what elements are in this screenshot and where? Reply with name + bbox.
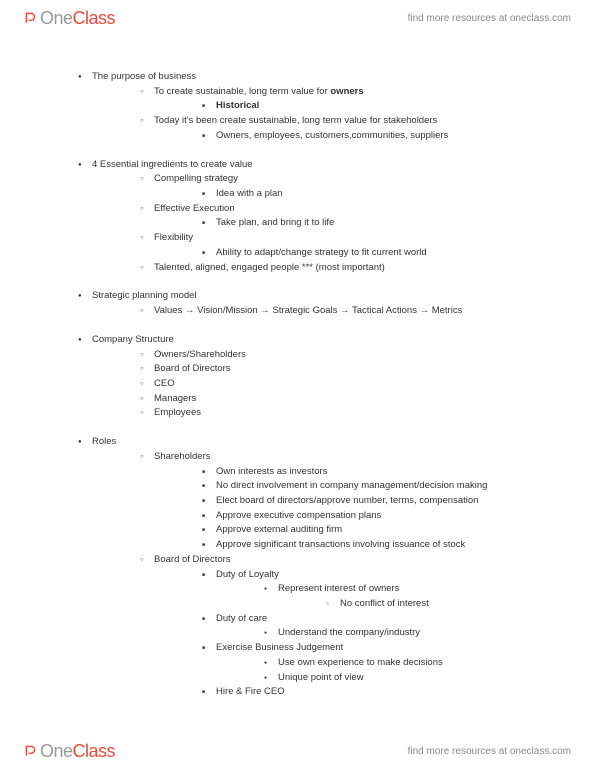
text: Board of Directors <box>154 554 231 565</box>
text: Owners/Shareholders <box>154 349 246 360</box>
header-link[interactable]: find more resources at oneclass.com <box>408 13 571 24</box>
bullet-l2: Flexibility Ability to adapt/change stra… <box>140 231 555 260</box>
logo-text-one: One <box>40 741 73 762</box>
section-roles: Roles Shareholders Own interests as inve… <box>60 435 555 700</box>
bullet-l3: No direct involvement in company managem… <box>202 479 555 494</box>
text: Understand the company/industry <box>278 627 420 638</box>
text: Effective Execution <box>154 203 235 214</box>
bullet-l3: Approve executive compensation plans <box>202 509 555 524</box>
text: Shareholders <box>154 451 211 462</box>
section-ingredients: 4 Essential ingredients to create value … <box>60 158 555 276</box>
section-company-structure: Company Structure Owners/Shareholders Bo… <box>60 333 555 421</box>
text: Today it's been create sustainable, long… <box>154 115 437 126</box>
text: Unique point of view <box>278 672 364 683</box>
text-bold: Historical <box>216 100 259 111</box>
logo: OneClass <box>24 8 115 29</box>
text: The purpose of business <box>92 71 196 82</box>
bullet-l2: Values → Vision/Mission → Strategic Goal… <box>140 304 555 319</box>
text: Strategic planning model <box>92 290 197 301</box>
text: Compelling strategy <box>154 173 238 184</box>
text: Idea with a plan <box>216 188 283 199</box>
text: Employees <box>154 407 201 418</box>
text: Ability to adapt/change strategy to fit … <box>216 247 427 258</box>
bullet-l1: The purpose of business To create sustai… <box>78 70 555 144</box>
text-bold: owners <box>330 86 363 97</box>
bullet-l4: Unique point of view <box>264 671 555 686</box>
text: Exercise Business Judgement <box>216 642 343 653</box>
logo-text-one: One <box>40 8 73 29</box>
text: Use own experience to make decisions <box>278 657 443 668</box>
bullet-l4: Understand the company/industry <box>264 626 555 641</box>
logo-text-class: Class <box>73 741 116 762</box>
bullet-l1: Company Structure Owners/Shareholders Bo… <box>78 333 555 421</box>
footer-link[interactable]: find more resources at oneclass.com <box>408 746 571 757</box>
text: Duty of Loyalty <box>216 569 279 580</box>
text: Talented, aligned, engaged people *** (m… <box>154 262 385 273</box>
bullet-l3: Take plan, and bring it to life <box>202 216 555 231</box>
text: Values → Vision/Mission → Strategic Goal… <box>154 305 462 316</box>
bullet-l3: Approve significant transactions involvi… <box>202 538 555 553</box>
bullet-l4: Represent interest of owners No conflict… <box>264 582 555 611</box>
text: Elect board of directors/approve number,… <box>216 495 478 506</box>
text: No direct involvement in company managem… <box>216 480 487 491</box>
text: CEO <box>154 378 175 389</box>
bullet-l2: Owners/Shareholders <box>140 348 555 363</box>
text: Managers <box>154 393 196 404</box>
text: Hire & Fire CEO <box>216 686 285 697</box>
bullet-l2: Compelling strategy Idea with a plan <box>140 172 555 201</box>
text: No conflict of interest <box>340 598 429 609</box>
text: Approve external auditing firm <box>216 524 342 535</box>
section-purpose: The purpose of business To create sustai… <box>60 70 555 144</box>
bullet-l3: Duty of care Understand the company/indu… <box>202 612 555 641</box>
bullet-l4: Use own experience to make decisions <box>264 656 555 671</box>
logo: OneClass <box>24 741 115 762</box>
footer: OneClass find more resources at oneclass… <box>0 733 595 770</box>
text: Approve executive compensation plans <box>216 510 381 521</box>
bullet-l1: Roles Shareholders Own interests as inve… <box>78 435 555 700</box>
text: 4 Essential ingredients to create value <box>92 159 253 170</box>
bullet-l3: Idea with a plan <box>202 187 555 202</box>
bullet-l2: Talented, aligned, engaged people *** (m… <box>140 261 555 276</box>
bullet-l2: Today it's been create sustainable, long… <box>140 114 555 143</box>
bullet-l3: Own interests as investors <box>202 465 555 480</box>
bullet-l2: To create sustainable, long term value f… <box>140 85 555 114</box>
bullet-l1: 4 Essential ingredients to create value … <box>78 158 555 276</box>
bullet-l2: Managers <box>140 392 555 407</box>
bullet-l2: Board of Directors <box>140 362 555 377</box>
bullet-l3: Owners, employees, customers,communities… <box>202 129 555 144</box>
bullet-l3: Ability to adapt/change strategy to fit … <box>202 246 555 261</box>
bullet-l1: Strategic planning model Values → Vision… <box>78 289 555 318</box>
logo-text-class: Class <box>73 8 116 29</box>
bullet-l3: Historical <box>202 99 555 114</box>
text: Flexibility <box>154 232 193 243</box>
bullet-l3: Hire & Fire CEO <box>202 685 555 700</box>
text: Take plan, and bring it to life <box>216 217 334 228</box>
text: Owners, employees, customers,communities… <box>216 130 448 141</box>
logo-icon <box>24 9 38 23</box>
section-planning-model: Strategic planning model Values → Vision… <box>60 289 555 318</box>
document-content: The purpose of business To create sustai… <box>60 70 555 714</box>
text: Represent interest of owners <box>278 583 399 594</box>
bullet-l3: Exercise Business Judgement Use own expe… <box>202 641 555 685</box>
text: Company Structure <box>92 334 174 345</box>
logo-icon <box>24 742 38 756</box>
bullet-l2: CEO <box>140 377 555 392</box>
header: OneClass find more resources at oneclass… <box>0 0 595 37</box>
text: Duty of care <box>216 613 267 624</box>
text: Roles <box>92 436 116 447</box>
text: To create sustainable, long term value f… <box>154 86 330 97</box>
bullet-l2: Employees <box>140 406 555 421</box>
text: Board of Directors <box>154 363 231 374</box>
bullet-l2: Shareholders Own interests as investors … <box>140 450 555 553</box>
bullet-l3: Approve external auditing firm <box>202 523 555 538</box>
text: Own interests as investors <box>216 466 327 477</box>
bullet-l2: Effective Execution Take plan, and bring… <box>140 202 555 231</box>
text: Approve significant transactions involvi… <box>216 539 465 550</box>
bullet-l5: No conflict of interest <box>326 597 555 612</box>
bullet-l3: Duty of Loyalty Represent interest of ow… <box>202 568 555 612</box>
bullet-l3: Elect board of directors/approve number,… <box>202 494 555 509</box>
bullet-l2: Board of Directors Duty of Loyalty Repre… <box>140 553 555 700</box>
